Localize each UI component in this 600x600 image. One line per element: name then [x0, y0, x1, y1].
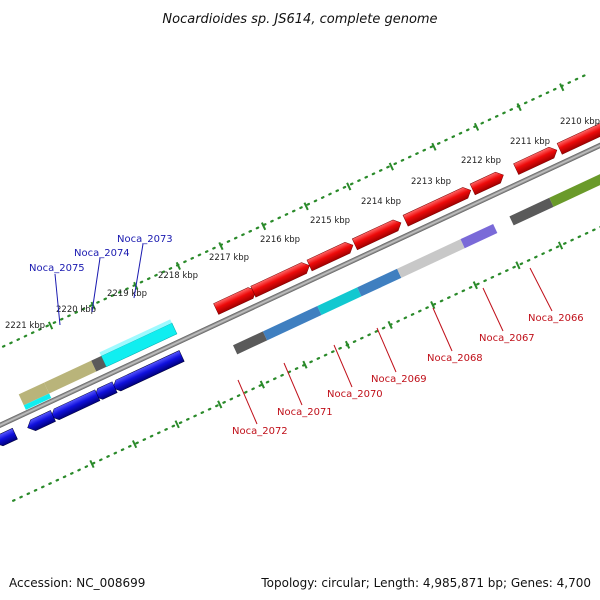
gene-label[interactable]: Noca_2072: [232, 426, 288, 437]
leader-line: [237, 379, 258, 425]
left-cds-band: [18, 355, 107, 410]
inner-ruler-ticks: [89, 241, 564, 469]
leader-line: [432, 307, 453, 352]
gene-arrow[interactable]: [351, 217, 403, 251]
gene-arrow[interactable]: [25, 410, 56, 434]
leader-line: [283, 362, 303, 406]
leader-line: [482, 287, 504, 332]
cds-block[interactable]: [91, 355, 107, 372]
cds-block[interactable]: [549, 157, 600, 207]
cds-block[interactable]: [18, 382, 50, 406]
gene-label[interactable]: Noca_2075: [29, 263, 85, 274]
genome-backbone: [0, 135, 600, 436]
leader-line: [133, 243, 144, 299]
outer-ruler: [0, 73, 588, 372]
gene-label[interactable]: Noca_2073: [117, 234, 173, 245]
cds-block[interactable]: [99, 319, 172, 356]
kbp-label: 2221 kbp: [5, 321, 45, 331]
leader-line: [376, 327, 397, 373]
leader-line: [529, 267, 553, 312]
kbp-label: 2213 kbp: [411, 177, 451, 187]
genome-summary-text: Topology: circular; Length: 4,985,871 bp…: [260, 576, 591, 590]
kbp-label: 2217 kbp: [209, 253, 249, 263]
bottom-gene-labels: Noca_2066 Noca_2067 Noca_2068 Noca_2069 …: [232, 267, 584, 437]
outer-ruler-ticks: [47, 83, 565, 330]
cds-block[interactable]: [233, 331, 268, 355]
leader-line: [91, 257, 101, 313]
gene-label[interactable]: Noca_2067: [479, 333, 535, 344]
gene-arrow[interactable]: [402, 185, 473, 227]
cds-block[interactable]: [317, 287, 362, 316]
cds-block[interactable]: [44, 360, 97, 394]
kbp-label: 2214 kbp: [361, 197, 401, 207]
kbp-label: 2212 kbp: [461, 156, 501, 166]
cds-block[interactable]: [23, 393, 52, 410]
kbp-label: 2210 kbp: [560, 117, 600, 127]
gene-arrow[interactable]: [306, 240, 356, 272]
gene-arrow[interactable]: [469, 170, 506, 196]
gene-arrow[interactable]: [513, 145, 560, 175]
inner-cds-band: [233, 157, 600, 355]
inner-ruler: [12, 203, 600, 502]
top-gene-labels: Noca_2075 Noca_2074 Noca_2073: [29, 234, 173, 326]
gene-arrow[interactable]: [49, 389, 101, 422]
leader-line: [333, 344, 353, 388]
kbp-label: 2215 kbp: [310, 216, 350, 226]
cds-block[interactable]: [357, 268, 402, 297]
leader-line: [54, 273, 61, 326]
kbp-labels: 2210 kbp 2211 kbp 2212 kbp 2213 kbp 2214…: [5, 117, 600, 331]
gene-arrow[interactable]: [250, 260, 312, 298]
cds-block[interactable]: [262, 305, 322, 341]
gene-label[interactable]: Noca_2066: [528, 313, 584, 324]
gene-arrow[interactable]: [0, 427, 18, 448]
gene-label[interactable]: Noca_2068: [427, 353, 483, 364]
gene-label[interactable]: Noca_2071: [277, 407, 333, 418]
kbp-label: 2216 kbp: [260, 235, 300, 245]
gene-label[interactable]: Noca_2074: [74, 248, 130, 259]
kbp-label: 2218 kbp: [158, 271, 198, 281]
kbp-label: 2219 kbp: [107, 289, 147, 299]
genome-track: [0, 73, 600, 502]
cds-block[interactable]: [509, 197, 554, 226]
accession-text: Accession: NC_008699: [9, 576, 145, 590]
forward-strand-genes: [99, 115, 600, 368]
kbp-label: 2211 kbp: [510, 137, 550, 147]
reverse-strand-genes: [0, 350, 185, 448]
kbp-label: 2220 kbp: [56, 305, 96, 315]
gene-label[interactable]: Noca_2069: [371, 374, 427, 385]
gene-label[interactable]: Noca_2070: [327, 389, 383, 400]
cds-block[interactable]: [460, 223, 498, 249]
map-title: Nocardioides sp. JS614, complete genome: [162, 12, 437, 27]
cds-block[interactable]: [397, 239, 465, 278]
gene-arrow[interactable]: [556, 115, 600, 155]
